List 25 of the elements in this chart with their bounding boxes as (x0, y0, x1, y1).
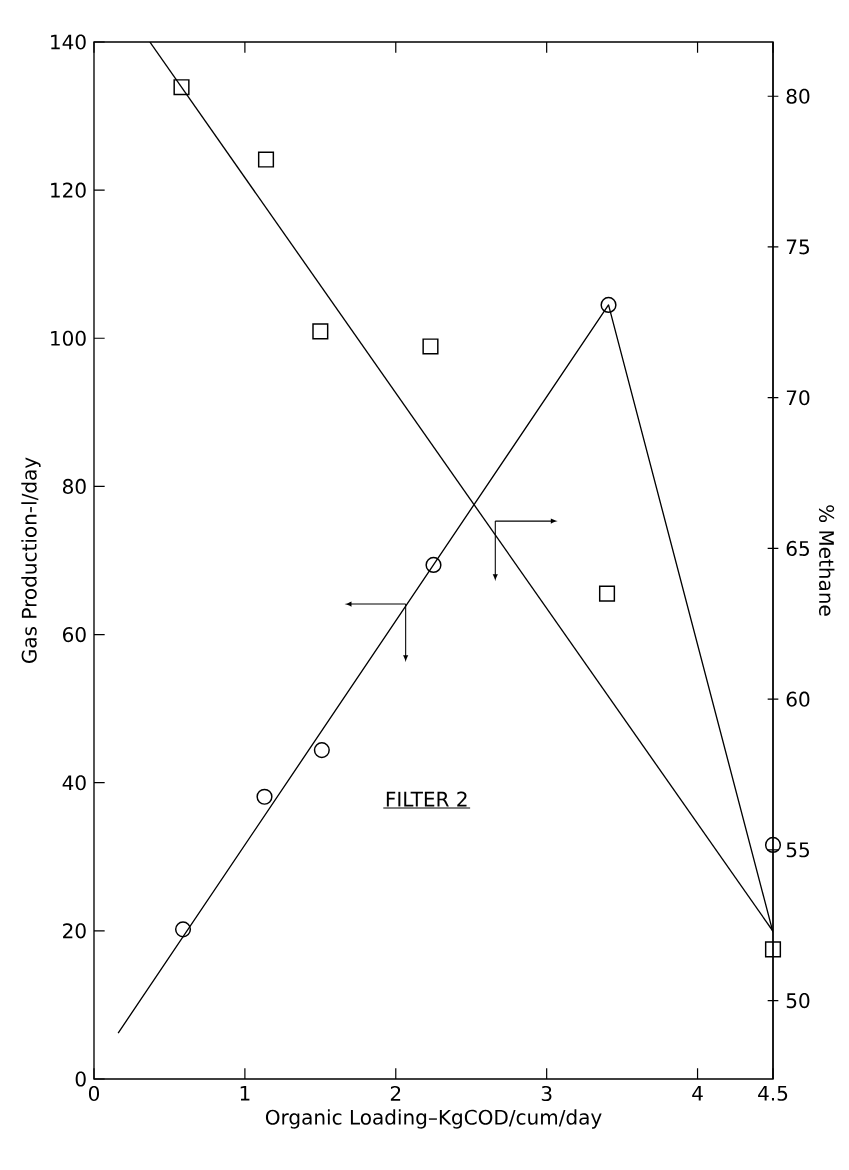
y-tick-label: 40 (62, 775, 86, 791)
y2-tick-label: 55 (786, 842, 809, 858)
y2-tick-label: 80 (786, 88, 810, 104)
y-axis-title: Gas Production-l/day (21, 457, 41, 663)
x-tick-label: 2 (390, 1085, 401, 1101)
y-tick-label: 100 (51, 330, 86, 346)
y-tick-label: 0 (75, 1071, 86, 1087)
y-tick-label: 60 (63, 627, 86, 643)
y2-tick-label: 50 (786, 993, 810, 1009)
y-tick-label: 20 (63, 923, 86, 939)
x-tick-label: 3 (541, 1085, 552, 1102)
y2-axis-title: % Methane (818, 505, 835, 616)
y2-tick-label: 65 (786, 540, 809, 556)
y-tick-label: 80 (62, 478, 86, 494)
x-tick-label: 4 (692, 1085, 703, 1101)
y2-tick-label: 75 (786, 239, 809, 255)
x-tick-label: 4.5 (758, 1085, 788, 1101)
x-tick-label: 1 (240, 1085, 250, 1101)
x-axis-title: Organic Loading–KgCOD/cum/day (265, 1109, 602, 1129)
y2-tick-label: 60 (786, 691, 810, 707)
y-tick-label: 120 (51, 182, 86, 198)
y2-tick-label: 70 (786, 390, 810, 406)
annotation: FILTER 2 (386, 791, 467, 807)
y-tick-label: 140 (51, 34, 86, 50)
x-tick-label: 0 (88, 1085, 100, 1102)
